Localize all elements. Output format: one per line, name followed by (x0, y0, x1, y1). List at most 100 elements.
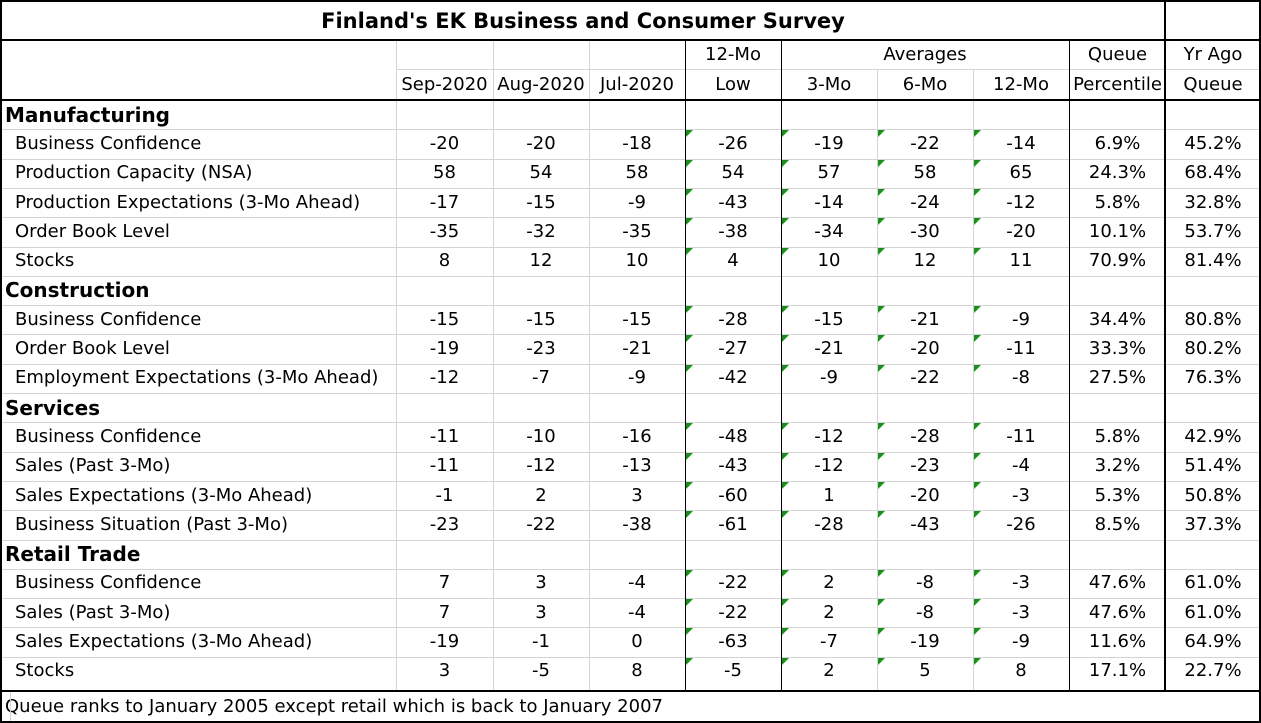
border (0, 690, 1261, 692)
gridline (0, 275, 1260, 277)
table-cell: 61.0% (1184, 572, 1242, 594)
table-cell: -3 (1012, 601, 1030, 623)
gridline (973, 69, 974, 690)
table-cell: 32.8% (1184, 191, 1242, 213)
table-cell: 2 (823, 601, 835, 623)
gridline (0, 627, 1260, 629)
table-cell: -22 (718, 601, 748, 623)
table-cell: -60 (718, 484, 748, 506)
gridline (0, 217, 1260, 219)
cell-note-marker (782, 481, 789, 489)
gridline (0, 393, 1260, 394)
table-cell: 7 (438, 601, 451, 623)
row-label: Order Book Level (15, 220, 170, 242)
cell-note-marker (974, 159, 981, 167)
table-cell: -15 (622, 308, 652, 330)
border (0, 99, 1261, 101)
gridline (0, 656, 1260, 658)
table-cell: 7 (438, 572, 451, 594)
gridline (589, 40, 590, 690)
cell-note-marker (878, 188, 885, 196)
gridline (0, 129, 1260, 131)
gridline (0, 451, 1260, 453)
table-cell: -13 (622, 455, 652, 477)
table-cell: 47.6% (1088, 601, 1147, 623)
border (781, 40, 782, 690)
table-cell: -4 (1012, 455, 1030, 477)
table-cell: -16 (622, 425, 652, 447)
table-cell: 53.7% (1184, 220, 1242, 242)
table-cell: 80.8% (1184, 308, 1242, 330)
table-cell: 70.9% (1088, 250, 1147, 272)
row-label: Employment Expectations (3-Mo Ahead) (15, 367, 379, 389)
header-yrago-top: Yr Ago (1183, 43, 1243, 65)
border (0, 39, 1261, 41)
cell-note-marker (686, 511, 693, 519)
row-label: Sales Expectations (3-Mo Ahead) (15, 484, 313, 506)
cell-note-marker (782, 306, 789, 314)
row-label: Business Confidence (15, 132, 202, 154)
table-cell: -12 (526, 455, 556, 477)
table-cell: 64.9% (1184, 631, 1242, 653)
table-cell: 80.2% (1184, 338, 1242, 360)
cell-note-marker (782, 511, 789, 519)
table-cell: -63 (718, 631, 748, 653)
table-title: Finland's EK Business and Consumer Surve… (321, 8, 845, 33)
table-cell: -4 (628, 601, 646, 623)
row-label: Stocks (15, 250, 75, 272)
table-cell: -8 (916, 572, 934, 594)
table-cell: -23 (429, 513, 460, 535)
table-cell: 5 (919, 660, 931, 682)
cell-note-marker (974, 218, 981, 226)
cell-note-marker (686, 218, 693, 226)
table-cell: -15 (814, 308, 844, 330)
cell-note-marker (974, 599, 981, 607)
gridline (0, 334, 1260, 336)
table-cell: -15 (429, 308, 460, 330)
cell-note-marker (974, 247, 981, 255)
cell-note-marker (974, 306, 981, 314)
cell-note-marker (782, 569, 789, 577)
gridline (0, 422, 1260, 424)
cell-note-marker (878, 511, 885, 519)
cell-note-marker (686, 423, 693, 431)
cell-note-marker (782, 628, 789, 636)
column-header: 6-Mo (902, 73, 948, 95)
table-cell: 68.4% (1184, 162, 1242, 184)
table-cell: 10.1% (1088, 220, 1147, 242)
gridline (0, 598, 1260, 600)
table-cell: -14 (1006, 132, 1036, 154)
table-cell: 8.5% (1094, 513, 1141, 535)
table-cell: -21 (814, 338, 844, 360)
cell-note-marker (686, 247, 693, 255)
table-cell: 5.3% (1094, 484, 1141, 506)
table-cell: -19 (429, 631, 460, 653)
row-label: Sales Expectations (3-Mo Ahead) (15, 631, 313, 653)
table-cell: 33.3% (1088, 338, 1147, 360)
table-cell: 3 (535, 601, 547, 623)
table-cell: -9 (820, 367, 838, 389)
table-cell: -22 (526, 513, 556, 535)
cell-note-marker (974, 335, 981, 343)
border (1069, 40, 1070, 690)
row-label: Stocks (15, 660, 75, 682)
cell-note-marker (878, 423, 885, 431)
cell-note-marker (878, 599, 885, 607)
gridline (0, 363, 1260, 365)
table-cell: -20 (910, 338, 940, 360)
cell-note-marker (974, 628, 981, 636)
column-header: Sep-2020 (401, 73, 488, 95)
table-cell: 24.3% (1088, 162, 1147, 184)
table-cell: 8 (1015, 660, 1027, 682)
gridline (0, 480, 1260, 482)
table-cell: -27 (718, 338, 748, 360)
cell-note-marker (878, 306, 885, 314)
table-cell: 57 (817, 162, 841, 184)
table-cell: 3 (438, 660, 451, 682)
table-cell: -20 (910, 484, 940, 506)
cell-note-marker (878, 130, 885, 138)
table-cell: -22 (910, 367, 940, 389)
table-cell: -34 (814, 220, 844, 242)
table-cell: 3 (535, 572, 547, 594)
table-cell: -24 (910, 191, 940, 213)
